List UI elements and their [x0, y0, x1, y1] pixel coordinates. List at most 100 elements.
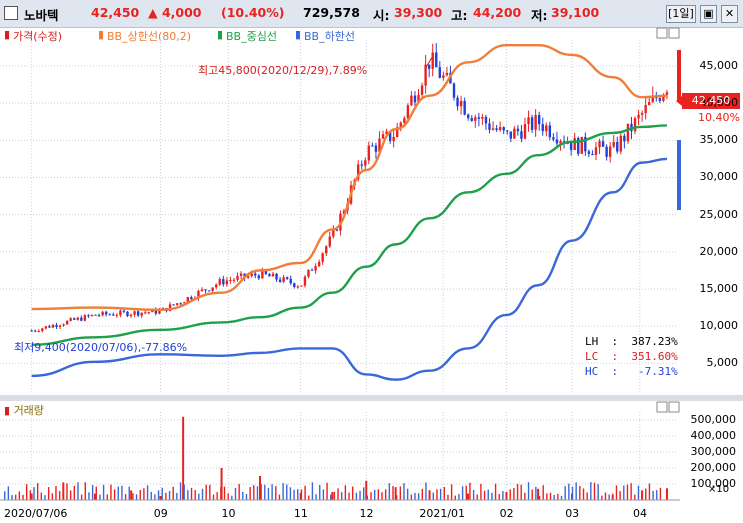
volume-bar-minor — [527, 482, 530, 500]
volume-bar-minor — [608, 494, 610, 500]
candle-body — [420, 85, 424, 95]
candle-body — [73, 318, 76, 320]
volume-bar-minor — [58, 491, 61, 500]
volume-bar-minor — [311, 482, 314, 500]
candle-body — [293, 283, 296, 287]
candle-body — [396, 127, 399, 138]
volume-bar-minor — [121, 485, 123, 500]
volume-bar-minor — [117, 486, 119, 500]
legend-price[interactable]: 가격(수정) — [13, 30, 63, 43]
volume-bar-minor — [498, 494, 500, 500]
volume-bar — [365, 480, 368, 500]
volume-bar-minor — [337, 488, 339, 500]
candle-body — [204, 289, 207, 291]
volume-bar-minor — [520, 484, 522, 500]
candle-body — [637, 114, 640, 119]
volume-bar-minor — [14, 494, 17, 500]
volume-bar — [220, 468, 223, 500]
volume-bar-minor — [586, 492, 588, 500]
candle-body — [48, 326, 51, 328]
candle-body — [371, 145, 374, 147]
high-label: 고: — [451, 8, 468, 23]
volume-bar-minor — [315, 494, 317, 500]
candle-body — [172, 304, 175, 306]
volume-bar-minor — [256, 486, 259, 500]
candle-body — [300, 285, 303, 287]
candle-body — [548, 125, 552, 138]
candle-body — [90, 314, 94, 316]
candle-body — [314, 266, 317, 271]
high-price: 44,200 — [473, 5, 522, 20]
volume-bar-minor — [384, 489, 387, 500]
candle-body — [76, 317, 79, 320]
legend-bb-mid[interactable]: BB_중심선 — [226, 30, 277, 43]
candle-body — [144, 312, 147, 314]
close-button[interactable]: ✕ — [721, 5, 738, 23]
volume-bar-minor — [209, 484, 211, 500]
candle-body — [239, 273, 243, 276]
price-y-tick: 5,000 — [706, 356, 739, 370]
trade-volume: 729,578 — [303, 5, 360, 20]
candle-body — [215, 284, 218, 288]
volume-bar-minor — [227, 493, 229, 500]
price-y-tick: 35,000 — [699, 133, 739, 147]
volume-bar-minor — [648, 483, 651, 500]
panel-splitter — [0, 395, 743, 401]
volume-bar-minor — [604, 492, 607, 500]
volume-y-tick: 200,000 — [690, 461, 737, 474]
candle-body — [598, 141, 601, 148]
candle-body — [388, 131, 392, 142]
volume-bar-minor — [242, 491, 244, 500]
candle-body — [62, 324, 65, 326]
candle-body — [34, 330, 37, 332]
candle-body — [427, 64, 431, 69]
volume-bar-minor — [264, 484, 266, 500]
candle-body — [648, 102, 651, 106]
volume-bar-minor — [656, 490, 658, 500]
restore-button[interactable]: ▣ — [700, 5, 717, 23]
volume-bar-minor — [623, 485, 625, 500]
volume-bar-minor — [44, 495, 46, 500]
volume-bar-minor — [300, 489, 303, 500]
lc-stat: LC : 351.60% — [585, 350, 678, 363]
volume-bar-minor — [29, 490, 32, 500]
volume-bar-minor — [168, 491, 171, 500]
volume-legend-label[interactable]: 거래량 — [13, 404, 44, 417]
volume-bar-minor — [359, 490, 361, 500]
legend-bb-upper[interactable]: BB_상한선(80,2) — [107, 30, 192, 43]
price-panel-max-button — [656, 27, 668, 39]
candle-body — [584, 136, 587, 152]
x-tick: 02 — [499, 507, 514, 520]
candle-body — [665, 92, 669, 95]
legend-bb-lower[interactable]: BB_하한선 — [304, 30, 355, 43]
volume-bar — [467, 493, 469, 500]
volume-bar-minor — [308, 495, 310, 500]
volume-bar-minor — [417, 493, 420, 500]
candle-body — [147, 312, 150, 314]
candle-body — [587, 151, 591, 154]
select-checkbox[interactable] — [4, 6, 18, 20]
candle-body — [44, 326, 48, 329]
volume-bar-minor — [267, 488, 270, 500]
bb-lines — [31, 44, 667, 381]
candle-body — [616, 141, 619, 152]
candle-body — [80, 317, 83, 321]
stock-name[interactable]: 노바텍 — [24, 8, 59, 23]
volume-bar-minor — [410, 494, 413, 500]
candle-body — [94, 314, 97, 316]
volume-bar-minor — [626, 484, 629, 500]
price-change: ▲ 4,000 — [148, 5, 202, 20]
candle-body — [140, 312, 143, 316]
volume-bar-minor — [637, 485, 640, 500]
volume-bar-minor — [179, 482, 182, 500]
candle-body — [626, 123, 630, 142]
volume-bar-minor — [91, 484, 94, 500]
price-grid — [0, 40, 676, 393]
volume-bar-minor — [40, 492, 43, 500]
price-y-tick: 40,000 — [699, 96, 739, 110]
volume-bar-minor — [326, 482, 328, 500]
bb-mid-line — [31, 124, 667, 346]
volume-bar-minor — [297, 489, 299, 500]
period-button[interactable]: [1일] — [666, 5, 696, 23]
